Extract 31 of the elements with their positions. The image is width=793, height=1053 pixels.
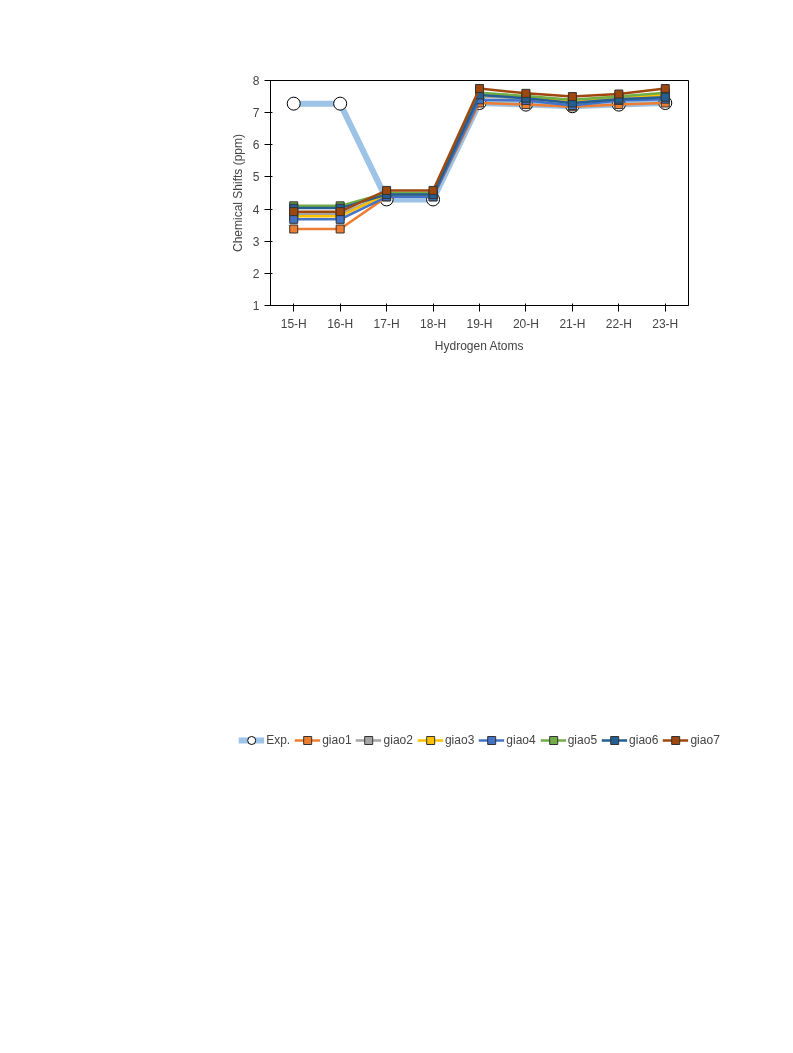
x-tick-label: 21-H [559,316,586,331]
y-tick-label: 1 [252,299,260,313]
y-tick-label: 8 [252,74,260,88]
x-tick-label: 20-H [512,316,539,331]
point [660,84,670,94]
x-tick-label: 16-H [327,316,354,331]
legend-label: giao3 [444,733,475,747]
x-tick-label: 18-H [420,316,447,331]
x-tick-label: 19-H [466,316,493,331]
legend-label: giao1 [322,733,352,747]
x-tick-label: 17-H [373,316,400,331]
x-tick-label: 23-H [652,316,679,331]
point [289,224,299,234]
x-axis-title: Hydrogen Atoms [434,338,524,353]
y-tick-label: 6 [252,138,260,153]
legend-label: giao4 [506,733,536,747]
x-tick-label: 22-H [605,316,632,331]
y-tick-label: 5 [252,170,260,185]
legend-label: giao2 [383,733,413,747]
y-axis-title: Chemical Shifts (ppm) [230,133,245,253]
legend-label: Exp. [266,733,291,747]
point [335,224,345,234]
y-tick-label: 7 [252,106,260,121]
point [475,84,484,94]
y-tick-label: 2 [252,266,260,281]
legend-label: giao5 [567,733,598,747]
legend-label: giao6 [629,733,659,747]
y-tick-label: 4 [252,202,260,217]
legend-label: giao7 [690,733,720,747]
y-tick-label: 3 [252,234,260,249]
x-tick-label: 15-H [280,316,307,331]
